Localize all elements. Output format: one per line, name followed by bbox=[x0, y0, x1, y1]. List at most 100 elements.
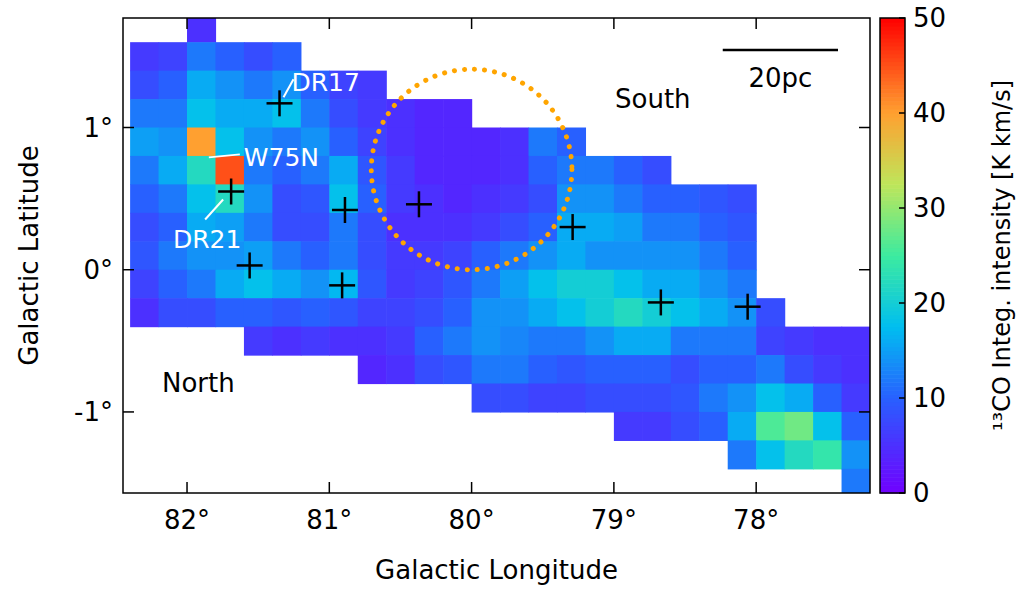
colorbar-slice bbox=[880, 34, 905, 39]
heat-cell bbox=[842, 383, 870, 412]
colorbar-slice bbox=[880, 69, 905, 74]
heat-cell bbox=[329, 270, 358, 299]
cross-marker bbox=[332, 197, 358, 223]
y-tick-label: 1° bbox=[83, 113, 113, 143]
heat-cell bbox=[443, 99, 472, 128]
heat-cell bbox=[699, 383, 728, 412]
heat-cell bbox=[642, 412, 671, 441]
colorbar-slice bbox=[880, 129, 905, 134]
heat-cell bbox=[386, 184, 415, 213]
heat-cell bbox=[358, 213, 387, 242]
heat-cell bbox=[671, 213, 700, 242]
heat-cell bbox=[529, 383, 558, 412]
heat-cell bbox=[472, 327, 501, 356]
colorbar-slice bbox=[880, 180, 905, 185]
heat-cell bbox=[842, 469, 870, 493]
colorbar-slice bbox=[880, 176, 905, 181]
plot-area bbox=[130, 18, 870, 493]
x-tick-top bbox=[186, 18, 188, 29]
heat-cell bbox=[358, 71, 387, 100]
heat-cell bbox=[443, 156, 472, 185]
colorbar-slice bbox=[880, 62, 905, 67]
heat-cell bbox=[472, 128, 501, 157]
heat-cell bbox=[159, 184, 188, 213]
heat-cell bbox=[699, 213, 728, 242]
heat-cell bbox=[671, 383, 700, 412]
heat-cell bbox=[529, 128, 558, 157]
heat-cell bbox=[244, 213, 273, 242]
heat-cell bbox=[614, 412, 643, 441]
heat-cell bbox=[614, 241, 643, 270]
heat-cell bbox=[529, 298, 558, 327]
heat-cell bbox=[187, 184, 216, 213]
heat-cell bbox=[728, 241, 757, 270]
cross-v bbox=[571, 214, 574, 240]
heat-cell bbox=[443, 355, 472, 384]
x-tick-top bbox=[613, 18, 615, 29]
heat-cell bbox=[386, 327, 415, 356]
cross-marker bbox=[329, 272, 355, 298]
colorbar-slice bbox=[880, 430, 905, 435]
colorbar-slice bbox=[880, 477, 905, 482]
heat-cell bbox=[585, 213, 614, 242]
heat-cell bbox=[358, 270, 387, 299]
x-axis-title: Galactic Longitude bbox=[375, 555, 618, 585]
colorbar-slice bbox=[880, 192, 905, 197]
colorbar-slice bbox=[880, 259, 905, 264]
colorbar-slice bbox=[880, 438, 905, 443]
x-tick-label: 82° bbox=[164, 505, 210, 535]
heat-cell bbox=[699, 327, 728, 356]
colorbar-tick-label: 20 bbox=[913, 288, 946, 318]
heat-cell bbox=[529, 184, 558, 213]
heat-cell bbox=[642, 327, 671, 356]
colorbar-slice bbox=[880, 105, 905, 110]
heat-cell bbox=[529, 270, 558, 299]
heat-cell bbox=[329, 327, 358, 356]
colorbar-slice bbox=[880, 481, 905, 486]
colorbar-slice bbox=[880, 42, 905, 47]
heat-cell bbox=[443, 270, 472, 299]
cross-v bbox=[660, 289, 663, 315]
heat-cell bbox=[785, 327, 814, 356]
heat-cell bbox=[728, 184, 757, 213]
colorbar-slice bbox=[880, 216, 905, 221]
heat-cell bbox=[614, 327, 643, 356]
heat-cell bbox=[813, 355, 842, 384]
colorbar-slice bbox=[880, 287, 905, 292]
heat-cell bbox=[642, 213, 671, 242]
heat-cell bbox=[415, 156, 444, 185]
colorbar-slice bbox=[880, 267, 905, 272]
heat-cell bbox=[130, 156, 159, 185]
x-tick bbox=[186, 482, 188, 493]
colorbar-slice bbox=[880, 97, 905, 102]
heat-cell bbox=[728, 383, 757, 412]
heat-cell bbox=[130, 213, 159, 242]
heat-cell bbox=[187, 18, 216, 43]
colorbar-slice bbox=[880, 109, 905, 114]
heat-cell bbox=[472, 270, 501, 299]
cross-v bbox=[248, 252, 251, 278]
heat-cell bbox=[557, 355, 586, 384]
heat-cell bbox=[272, 213, 301, 242]
colorbar-slice bbox=[880, 275, 905, 280]
colorbar-slice bbox=[880, 208, 905, 213]
colorbar-slice bbox=[880, 303, 905, 308]
y-tick bbox=[123, 269, 134, 271]
heat-cell bbox=[272, 42, 301, 71]
colorbar-slice bbox=[880, 331, 905, 336]
colorbar-slice bbox=[880, 153, 905, 158]
x-tick bbox=[755, 482, 757, 493]
colorbar-slice bbox=[880, 89, 905, 94]
heat-cell bbox=[557, 128, 586, 157]
heat-cell bbox=[472, 213, 501, 242]
cross-v bbox=[341, 272, 344, 298]
heat-cell bbox=[614, 383, 643, 412]
heat-cell bbox=[699, 298, 728, 327]
x-tick bbox=[613, 482, 615, 493]
colorbar-slice bbox=[880, 311, 905, 316]
colorbar-slice bbox=[880, 469, 905, 474]
heat-cell bbox=[272, 327, 301, 356]
heat-cell bbox=[244, 71, 273, 100]
heat-cell bbox=[130, 42, 159, 71]
heat-cell bbox=[472, 156, 501, 185]
